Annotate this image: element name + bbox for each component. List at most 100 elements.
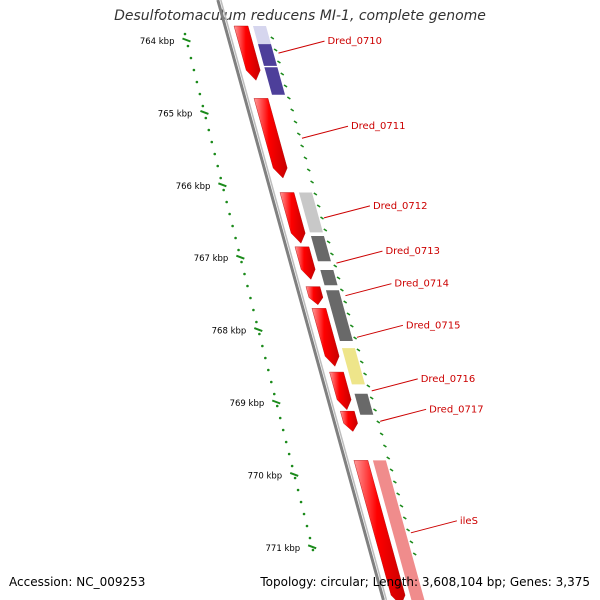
feature-ring-dot [280,72,285,76]
feature-ring-dot [296,132,301,136]
gene-arrow [294,246,316,280]
ruler-major-tick [182,37,191,43]
label-leader [410,520,458,534]
ruler-dot [219,176,222,180]
gene-label: Dred_0716 [421,374,476,385]
ruler-dot [204,116,208,120]
feature-ring-dot [389,468,394,472]
feature-ring-dot [353,336,358,340]
gene-arrows [233,25,406,600]
ruler-dot [252,308,255,312]
feature-block [310,235,331,262]
feature-ring-dot [303,156,308,160]
ruler-tick-label: 768 kbp [212,327,247,337]
ruler-tick-label: 769 kbp [230,399,265,409]
ruler-dot [267,368,270,372]
gene-label: Dred_0712 [373,201,428,212]
feature-ring-dot [373,408,377,412]
feature-ring-dot [392,480,397,484]
ruler-dot [293,476,297,480]
feature-ring-dot [409,540,414,544]
gene-arrow [340,410,358,432]
map-title: Desulfotomaculum reducens MI-1, complete… [114,8,486,24]
feature-ring-dot [310,180,314,184]
feature-block [320,269,338,286]
feature-block [341,348,365,385]
feature-ring-dot [339,288,344,292]
feature-block [372,460,425,600]
ruler-dot [281,428,285,432]
ruler-dot [272,392,276,396]
feature-ring-dot [399,504,404,508]
feature-ring-dot [336,276,341,280]
ruler-dot [255,320,258,324]
ruler-major-tick [271,399,281,405]
gene-arrow [279,192,306,244]
feature-ring-dot [379,432,384,436]
feature-ring-dot [369,396,374,400]
feature-blocks [253,26,425,600]
ruler-dot [207,128,211,132]
ruler-dot [198,92,202,96]
gene-arrow [233,25,261,81]
ruler-tick-label: 770 kbp [248,471,283,481]
ruler-dot [186,44,190,48]
ruler-dot [189,56,193,60]
feature-ring-dot [412,552,417,556]
ruler-dot [269,380,273,384]
ruler-dot [308,536,312,540]
label-leader [356,324,404,338]
feature-ring-dot [316,204,321,208]
feature-ring-dot [366,384,371,388]
ruler-dot [290,464,294,468]
feature-ring-dot [349,324,354,328]
ruler-dot [243,272,246,276]
accession-label: Accession: NC_009253 [9,575,146,589]
gene-label: Dred_0715 [406,320,461,331]
backbone-shadow [220,0,388,600]
ruler-dot [275,404,279,408]
gene-arrow [329,371,352,411]
ruler-major-tick [218,182,227,188]
ruler-major-tick [307,544,317,550]
label-leader [336,250,383,264]
gene-label: ileS [460,516,478,527]
feature-ring-dot [286,96,291,100]
ruler-dot [258,332,261,336]
label-leader [345,283,392,297]
ruler-tick-label: 766 kbp [176,182,211,192]
feature-ring-dot [320,216,324,220]
ruler-tick-label: 771 kbp [266,544,301,554]
ruler-dot [305,524,309,528]
ruler-dot [195,80,199,84]
gene-arrow [253,98,288,179]
gene-labels: Dred_0710 Dred_0711 Dred_0712 Dred_0713 Dred… [278,36,484,534]
feature-ring-dot [270,36,275,40]
ruler-tick-label: 765 kbp [158,109,193,119]
ruler-dot [228,212,231,216]
ruler-dot [284,440,288,444]
feature-ring-dot [396,492,401,496]
gene-arrow [305,286,324,306]
feature-ring-dot [356,348,361,352]
ruler-tick-label: 764 kbp [140,37,175,47]
gene-label: Dred_0717 [429,404,484,415]
ruler-dot [216,164,220,168]
backbone-line [216,0,385,600]
feature-ring-dot [313,192,318,196]
gene-label: Dred_0711 [351,121,406,132]
feature-ring-dot [293,120,298,124]
feature-ring-dot [306,168,311,172]
feature-ring-dot [283,84,288,88]
ruler-tick-label: 767 kbp [194,254,229,264]
gene-label: Dred_0710 [327,36,382,47]
feature-block [325,290,353,341]
feature-block [354,393,374,415]
ruler-major-tick [235,254,245,260]
label-leader [323,205,371,219]
ruler-major-tick [253,327,263,333]
ruler-dot [225,200,228,204]
topology-label: Topology: circular; Length: 3,608,104 bp… [260,575,590,589]
ruler-dot [201,104,205,108]
